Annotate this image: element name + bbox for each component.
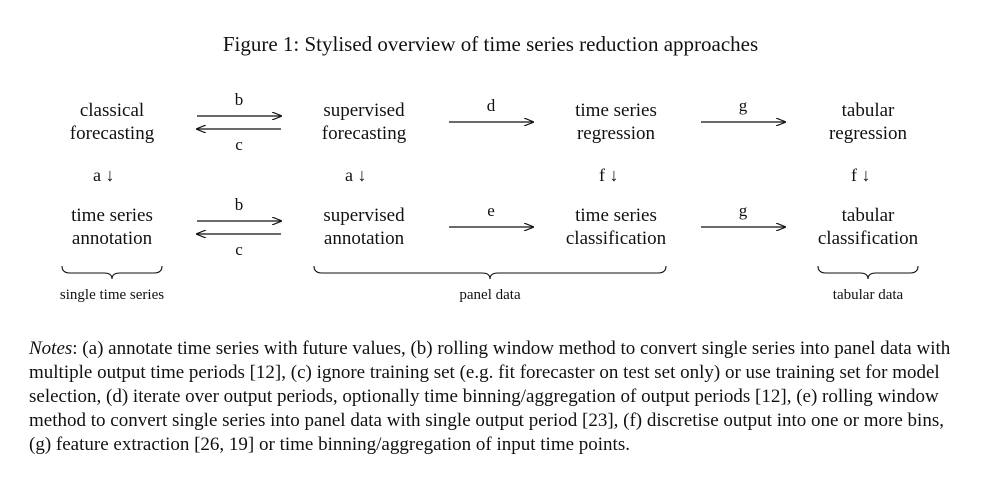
brace-label-single: single time series (59, 287, 165, 303)
node-line: time series (575, 100, 657, 121)
node-line: supervised (323, 205, 405, 226)
notes-label: Notes (29, 338, 73, 359)
node-time-series-classification: time series classification (548, 204, 684, 250)
brace-single (61, 265, 163, 280)
node-line: time series (71, 205, 153, 226)
edge-label-b-row1: b (234, 90, 244, 109)
node-supervised-annotation: supervised annotation (304, 204, 424, 250)
brace-label-panel: panel data (459, 287, 521, 303)
edge-label-c-row2: c (235, 240, 243, 259)
node-line: annotation (71, 228, 153, 249)
node-line: time series (575, 205, 657, 226)
node-line: tabular (841, 100, 895, 121)
edge-label-d: d (486, 96, 496, 115)
edge-label-e: e (487, 201, 495, 220)
node-classical-forecasting: classical forecasting (52, 99, 172, 145)
node-line: forecasting (321, 123, 407, 144)
node-line: supervised (323, 100, 405, 121)
edge-label-a-col2: a ↓ (345, 165, 367, 185)
notes-paragraph: Notes: (a) annotate time series with fut… (29, 337, 964, 457)
node-tabular-classification: tabular classification (800, 204, 936, 250)
edge-label-b-row2: b (234, 195, 244, 214)
node-tabular-regression: tabular regression (808, 99, 928, 145)
node-time-series-regression: time series regression (556, 99, 676, 145)
node-line: tabular (841, 205, 895, 226)
edge-label-a-col1: a ↓ (93, 165, 115, 185)
brace-label-tabular: tabular data (832, 287, 904, 303)
edge-label-c-row1: c (235, 135, 243, 154)
edge-label-g-row1: g (738, 96, 748, 115)
node-line: forecasting (69, 123, 155, 144)
edge-label-g-row2: g (738, 201, 748, 220)
brace-tabular (817, 265, 919, 280)
node-line: classification (565, 228, 667, 249)
figure-title: Figure 1: Stylised overview of time seri… (222, 32, 759, 56)
brace-panel (313, 265, 667, 280)
node-supervised-forecasting: supervised forecasting (304, 99, 424, 145)
edge-label-f-col4: f ↓ (851, 165, 871, 185)
node-line: regression (576, 123, 656, 144)
node-line: annotation (323, 228, 405, 249)
node-line: classification (817, 228, 919, 249)
node-time-series-annotation: time series annotation (52, 204, 172, 250)
edge-label-f-col3: f ↓ (599, 165, 619, 185)
notes-text: : (a) annotate time series with future v… (29, 338, 951, 455)
node-line: regression (828, 123, 908, 144)
node-line: classical (79, 100, 145, 121)
